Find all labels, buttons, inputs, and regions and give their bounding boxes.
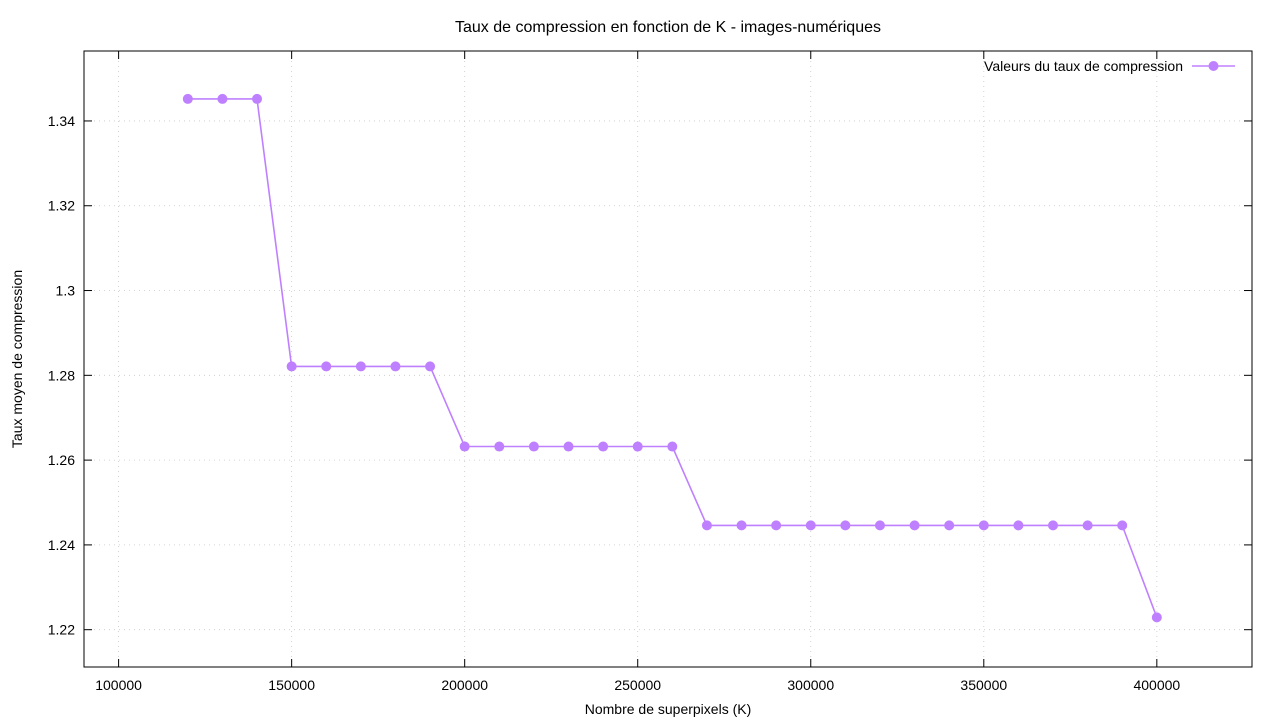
data-point bbox=[459, 441, 470, 452]
legend: Valeurs du taux de compression bbox=[984, 58, 1235, 74]
data-point bbox=[1151, 612, 1162, 623]
data-point bbox=[425, 361, 436, 372]
y-tick-label: 1.32 bbox=[48, 198, 75, 214]
y-tick-label: 1.22 bbox=[48, 622, 75, 638]
data-point bbox=[944, 520, 955, 531]
series-line bbox=[187, 98, 1158, 618]
data-point bbox=[355, 361, 366, 372]
legend-label: Valeurs du taux de compression bbox=[984, 58, 1183, 74]
data-point bbox=[805, 520, 816, 531]
data-point bbox=[1013, 520, 1024, 531]
x-tick-label: 400000 bbox=[1133, 677, 1180, 693]
data-point bbox=[390, 361, 401, 372]
data-point bbox=[840, 520, 851, 531]
series-layer bbox=[182, 93, 1162, 623]
data-point bbox=[528, 441, 539, 452]
data-point bbox=[736, 520, 747, 531]
x-tick-label: 100000 bbox=[95, 677, 142, 693]
legend-marker bbox=[1208, 61, 1219, 71]
data-point bbox=[217, 93, 228, 104]
data-point bbox=[182, 93, 193, 104]
y-tick-label: 1.26 bbox=[48, 452, 75, 468]
data-point bbox=[1117, 520, 1128, 531]
data-point bbox=[321, 361, 332, 372]
tick-marks: 100000 150000 200000 250000 300000 350000 4000… bbox=[48, 51, 1252, 693]
x-tick-label: 250000 bbox=[614, 677, 661, 693]
plot-frame bbox=[83, 50, 1253, 668]
x-tick-label: 150000 bbox=[268, 677, 315, 693]
data-point bbox=[494, 441, 505, 452]
data-point bbox=[1048, 520, 1059, 531]
y-axis-label: Taux moyen de compression bbox=[9, 270, 25, 448]
x-tick-label: 350000 bbox=[960, 677, 1007, 693]
data-point bbox=[667, 441, 678, 452]
data-point bbox=[252, 93, 263, 104]
y-tick-label: 1.28 bbox=[48, 367, 75, 383]
data-point bbox=[563, 441, 574, 452]
y-tick-label: 1.3 bbox=[56, 283, 76, 299]
x-axis-label: Nombre de superpixels (K) bbox=[585, 701, 752, 717]
data-point bbox=[874, 520, 885, 531]
data-point bbox=[978, 520, 989, 531]
x-tick-label: 300000 bbox=[787, 677, 834, 693]
data-point bbox=[286, 361, 297, 372]
data-point bbox=[909, 520, 920, 531]
data-point bbox=[598, 441, 609, 452]
y-tick-label: 1.34 bbox=[48, 113, 75, 129]
data-point bbox=[632, 441, 643, 452]
grid-lines bbox=[84, 51, 1252, 667]
chart-title: Taux de compression en fonction de K - i… bbox=[455, 19, 881, 36]
data-point bbox=[771, 520, 782, 531]
data-point bbox=[701, 520, 712, 531]
y-tick-label: 1.24 bbox=[48, 537, 75, 553]
data-point bbox=[1082, 520, 1093, 531]
axes bbox=[83, 50, 1253, 668]
x-tick-label: 200000 bbox=[441, 677, 488, 693]
